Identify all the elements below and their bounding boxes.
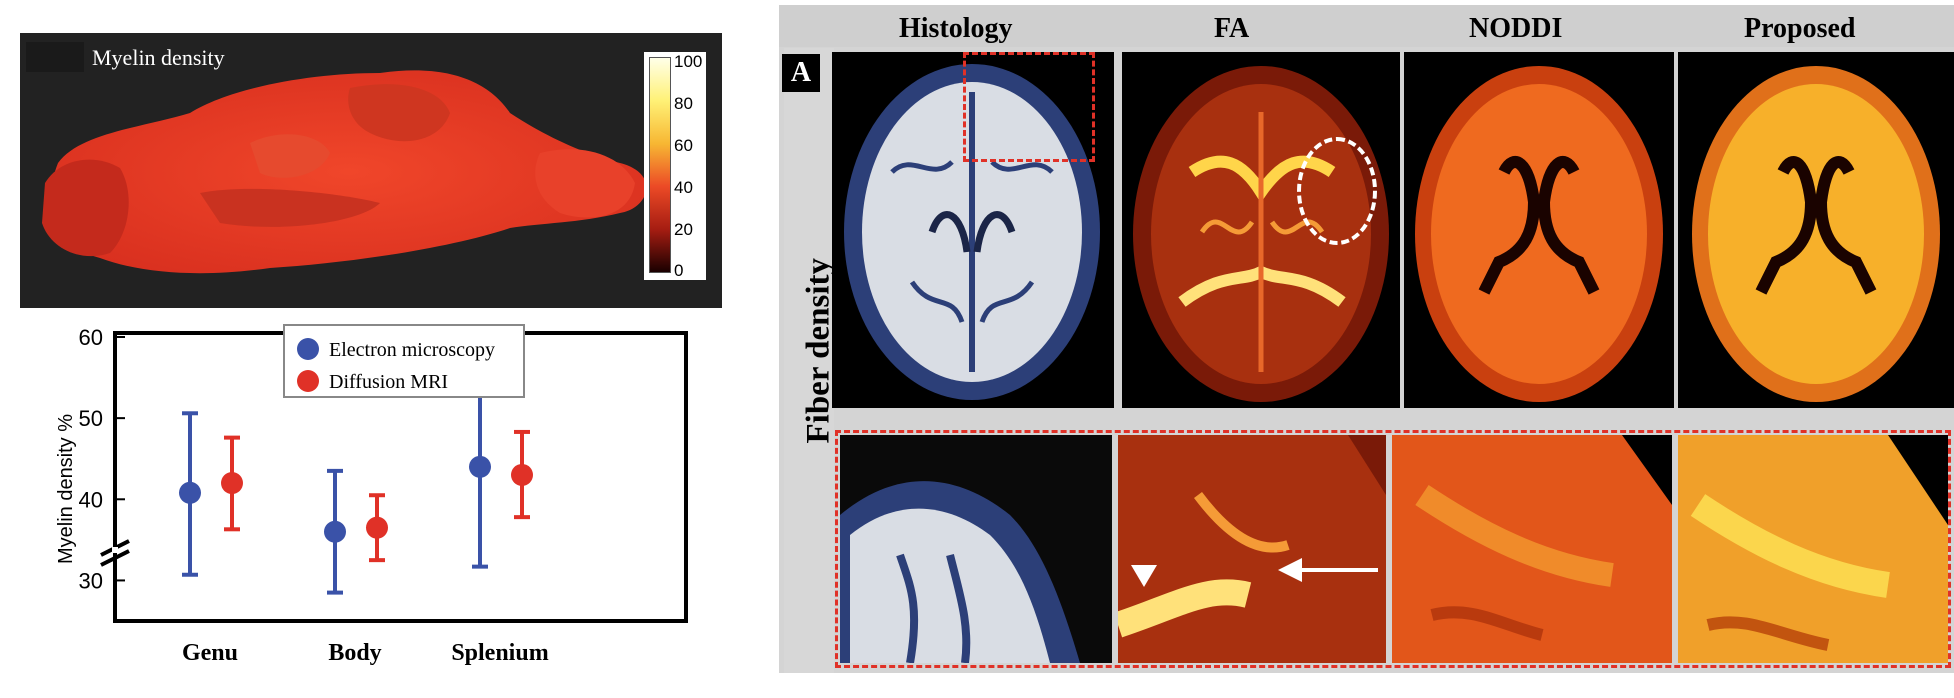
category-label: Body <box>328 640 381 666</box>
y-axis-label: Myelin density % <box>55 414 77 564</box>
column-title-proposed: Proposed <box>1744 13 1856 44</box>
proposed-map-tile <box>1678 52 1954 408</box>
label-background <box>26 42 84 72</box>
legend-marker <box>297 338 319 360</box>
legend-box <box>283 324 525 398</box>
region-of-interest-ellipse <box>1297 137 1377 245</box>
zoom-region-box <box>835 430 1951 668</box>
data-point <box>179 481 201 504</box>
legend-marker <box>297 370 319 392</box>
data-point <box>469 455 491 478</box>
colorbar-tick: 40 <box>674 178 693 197</box>
colorbar-tick: 0 <box>674 261 684 280</box>
column-title-histology: Histology <box>899 13 1013 44</box>
histology-tile <box>832 52 1114 408</box>
column-title-noddi: NODDI <box>1469 13 1563 44</box>
proposed-zoom-tile <box>1678 435 1948 663</box>
category-label: Splenium <box>451 640 548 666</box>
data-point <box>366 516 388 539</box>
data-point <box>221 472 243 495</box>
noddi-map-tile <box>1404 52 1674 408</box>
column-title-fa: FA <box>1214 13 1250 44</box>
arrow-marker-icon <box>1278 558 1378 582</box>
legend-entry: Diffusion MRI <box>329 371 448 393</box>
myelin-density-chart: 30 40 50 60 Myelin density % Genu Body Splenium… <box>55 324 688 666</box>
panel-label-badge: A <box>782 54 820 92</box>
sagittal-map-label: Myelin density <box>92 45 225 70</box>
row-label-strip <box>784 48 834 673</box>
column-header-bar: Histology FA NODDI Proposed <box>779 5 1954 47</box>
arrowhead-marker-icon <box>1131 565 1157 587</box>
noddi-zoom-tile <box>1392 435 1672 663</box>
y-tick-label: 50 <box>79 406 103 431</box>
histology-zoom-tile <box>840 435 1112 663</box>
data-point <box>324 520 346 543</box>
data-point <box>511 463 533 486</box>
y-tick-label: 60 <box>79 325 103 350</box>
axis-break-mark <box>100 549 130 567</box>
fa-zoom-tile <box>1118 435 1386 663</box>
colorbar-tick: 20 <box>674 220 693 239</box>
category-label: Genu <box>182 640 238 666</box>
colorbar <box>649 57 671 273</box>
colorbar-tick: 80 <box>674 94 693 113</box>
y-tick-label: 40 <box>79 487 103 512</box>
colorbar-tick: 100 <box>674 52 703 71</box>
colorbar-tick: 60 <box>674 136 693 155</box>
legend-entry: Electron microscopy <box>329 339 495 361</box>
y-tick-label: 30 <box>79 568 103 593</box>
fa-map-tile <box>1122 52 1400 408</box>
axis-break-gap <box>112 547 118 553</box>
roi-dashed-box <box>963 52 1095 162</box>
sagittal-myelin-map <box>20 33 722 308</box>
sagittal-brain-image <box>42 70 647 274</box>
